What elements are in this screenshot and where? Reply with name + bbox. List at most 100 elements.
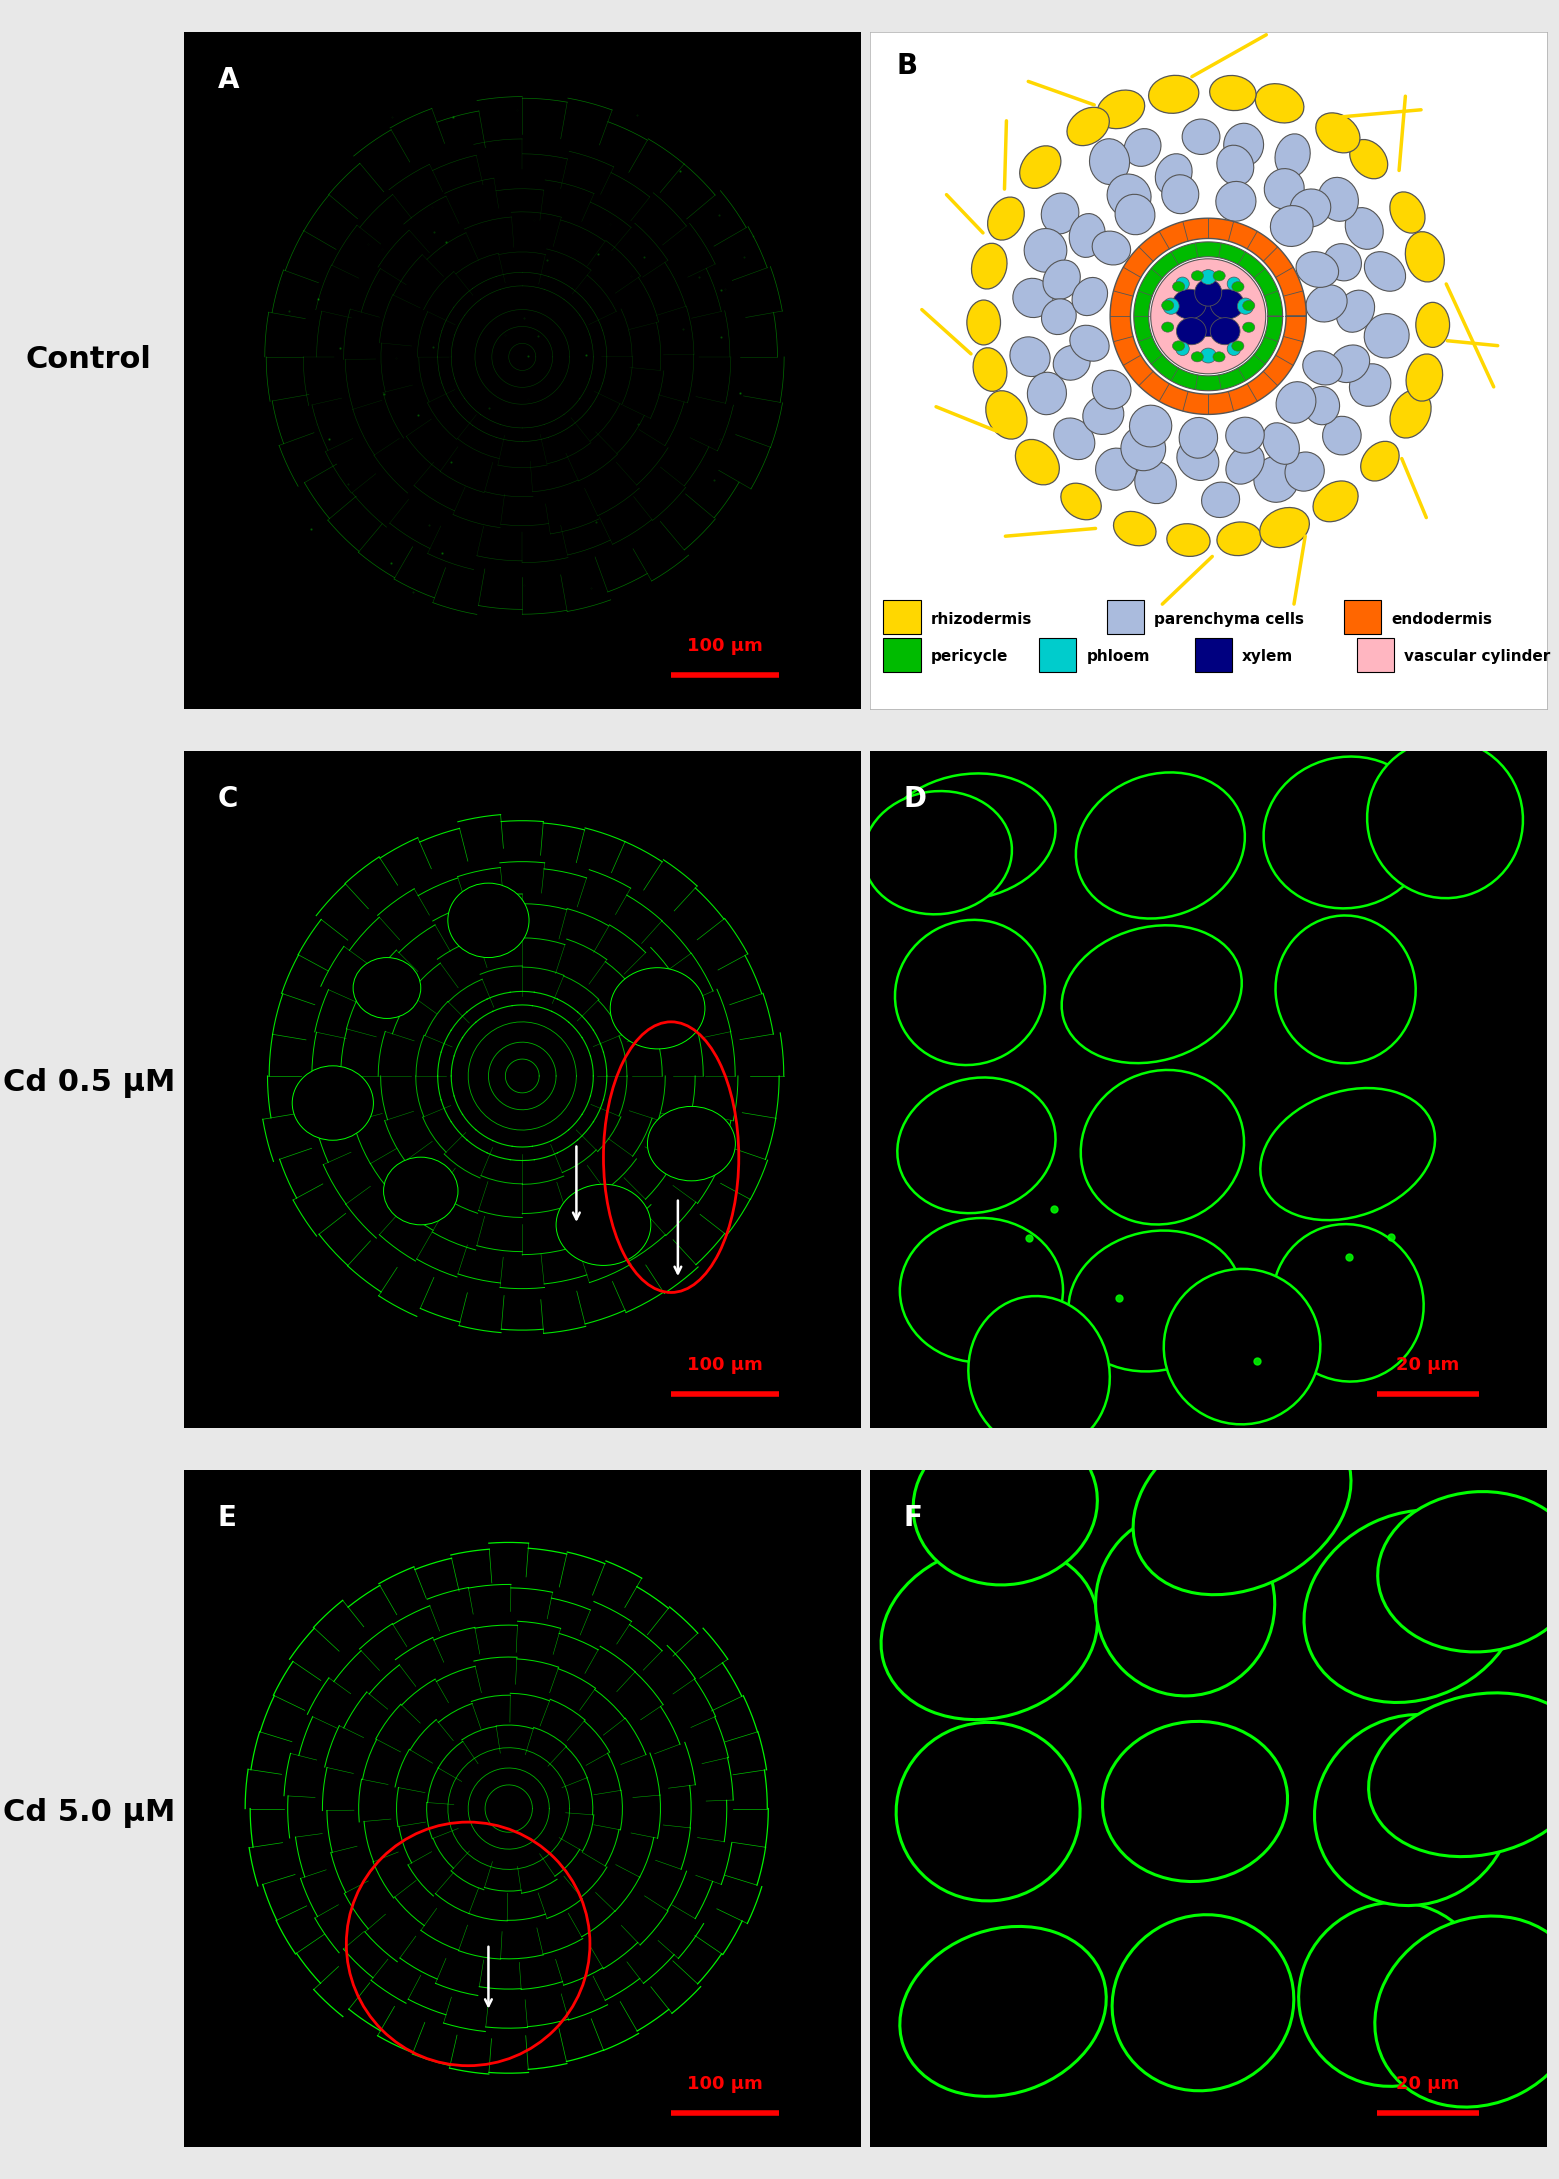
Ellipse shape (914, 1423, 1098, 1584)
Ellipse shape (1177, 318, 1207, 344)
Text: xylem: xylem (1243, 649, 1294, 665)
Text: Cd 0.5 μM: Cd 0.5 μM (3, 1068, 175, 1098)
Ellipse shape (1200, 270, 1216, 285)
Ellipse shape (971, 244, 1007, 290)
Ellipse shape (1175, 342, 1190, 355)
Ellipse shape (1020, 146, 1060, 187)
Text: vascular cylinder: vascular cylinder (1405, 649, 1551, 665)
Ellipse shape (968, 1297, 1110, 1451)
Ellipse shape (1224, 124, 1264, 166)
Text: 100 μm: 100 μm (688, 636, 762, 656)
Ellipse shape (557, 1183, 650, 1266)
Ellipse shape (1216, 181, 1257, 222)
Ellipse shape (1096, 449, 1137, 490)
Ellipse shape (1227, 342, 1241, 355)
Ellipse shape (1096, 1512, 1275, 1695)
Ellipse shape (384, 1157, 458, 1225)
Ellipse shape (1113, 512, 1157, 545)
Ellipse shape (1172, 281, 1185, 292)
Text: phloem: phloem (1087, 649, 1151, 665)
Text: B: B (896, 52, 918, 81)
Ellipse shape (1161, 174, 1199, 214)
Ellipse shape (1213, 351, 1225, 362)
Ellipse shape (447, 882, 529, 957)
Ellipse shape (1406, 353, 1442, 401)
Ellipse shape (1191, 351, 1204, 362)
Text: endodermis: endodermis (1391, 612, 1492, 628)
Ellipse shape (879, 774, 1055, 900)
Ellipse shape (1416, 303, 1450, 346)
Ellipse shape (1405, 231, 1444, 281)
Text: C: C (218, 784, 239, 813)
Ellipse shape (1060, 484, 1101, 521)
Ellipse shape (1163, 299, 1179, 314)
Polygon shape (1133, 242, 1283, 390)
Ellipse shape (1260, 508, 1310, 547)
Ellipse shape (1093, 231, 1130, 266)
Ellipse shape (1313, 482, 1358, 521)
Ellipse shape (1303, 386, 1339, 425)
Ellipse shape (1303, 351, 1342, 386)
Text: F: F (904, 1504, 923, 1532)
Circle shape (1151, 259, 1266, 375)
Ellipse shape (1163, 1268, 1320, 1425)
Bar (1107, 601, 1144, 634)
Ellipse shape (1194, 279, 1222, 307)
Text: pericycle: pericycle (931, 649, 1009, 665)
Ellipse shape (1185, 296, 1232, 336)
Ellipse shape (1054, 344, 1090, 379)
Text: parenchyma cells: parenchyma cells (1154, 612, 1303, 628)
Ellipse shape (985, 390, 1027, 440)
Text: 20 μm: 20 μm (1397, 2074, 1459, 2094)
Ellipse shape (1263, 423, 1299, 464)
Ellipse shape (1232, 340, 1244, 351)
Ellipse shape (1263, 756, 1431, 909)
Ellipse shape (1066, 107, 1110, 146)
Ellipse shape (1243, 301, 1255, 312)
Ellipse shape (1345, 207, 1383, 248)
Ellipse shape (1218, 146, 1253, 185)
Ellipse shape (610, 967, 705, 1048)
Ellipse shape (1367, 739, 1523, 898)
Ellipse shape (1306, 285, 1347, 322)
Ellipse shape (1098, 89, 1144, 129)
Text: D: D (904, 784, 926, 813)
Ellipse shape (895, 920, 1045, 1066)
Bar (884, 601, 921, 634)
Ellipse shape (1378, 1493, 1559, 1652)
Ellipse shape (1129, 405, 1172, 447)
Ellipse shape (647, 1107, 736, 1181)
Ellipse shape (1177, 440, 1219, 479)
Ellipse shape (1243, 322, 1255, 333)
Text: Control: Control (27, 344, 151, 375)
Bar (1344, 601, 1381, 634)
Ellipse shape (1010, 338, 1051, 377)
Ellipse shape (1255, 83, 1303, 122)
Ellipse shape (1210, 290, 1244, 318)
Ellipse shape (1166, 523, 1210, 556)
Ellipse shape (967, 301, 1001, 344)
Ellipse shape (1107, 174, 1151, 218)
Ellipse shape (987, 196, 1024, 240)
Ellipse shape (1135, 462, 1177, 503)
Ellipse shape (1054, 418, 1094, 460)
Ellipse shape (1225, 445, 1264, 484)
Ellipse shape (1191, 270, 1204, 281)
Ellipse shape (1027, 373, 1066, 414)
Ellipse shape (1062, 926, 1243, 1063)
Ellipse shape (1069, 325, 1108, 362)
Ellipse shape (352, 957, 421, 1018)
Ellipse shape (1202, 482, 1239, 519)
Ellipse shape (1161, 322, 1174, 331)
Ellipse shape (1041, 194, 1079, 233)
Ellipse shape (898, 1076, 1055, 1214)
Ellipse shape (1324, 244, 1361, 281)
Text: E: E (218, 1504, 237, 1532)
Ellipse shape (292, 1066, 374, 1140)
Bar (1356, 638, 1394, 671)
Ellipse shape (1041, 299, 1076, 336)
Ellipse shape (1271, 205, 1313, 246)
Text: Cd 5.0 μM: Cd 5.0 μM (3, 1798, 175, 1828)
Ellipse shape (1260, 1087, 1434, 1220)
Ellipse shape (864, 791, 1012, 915)
